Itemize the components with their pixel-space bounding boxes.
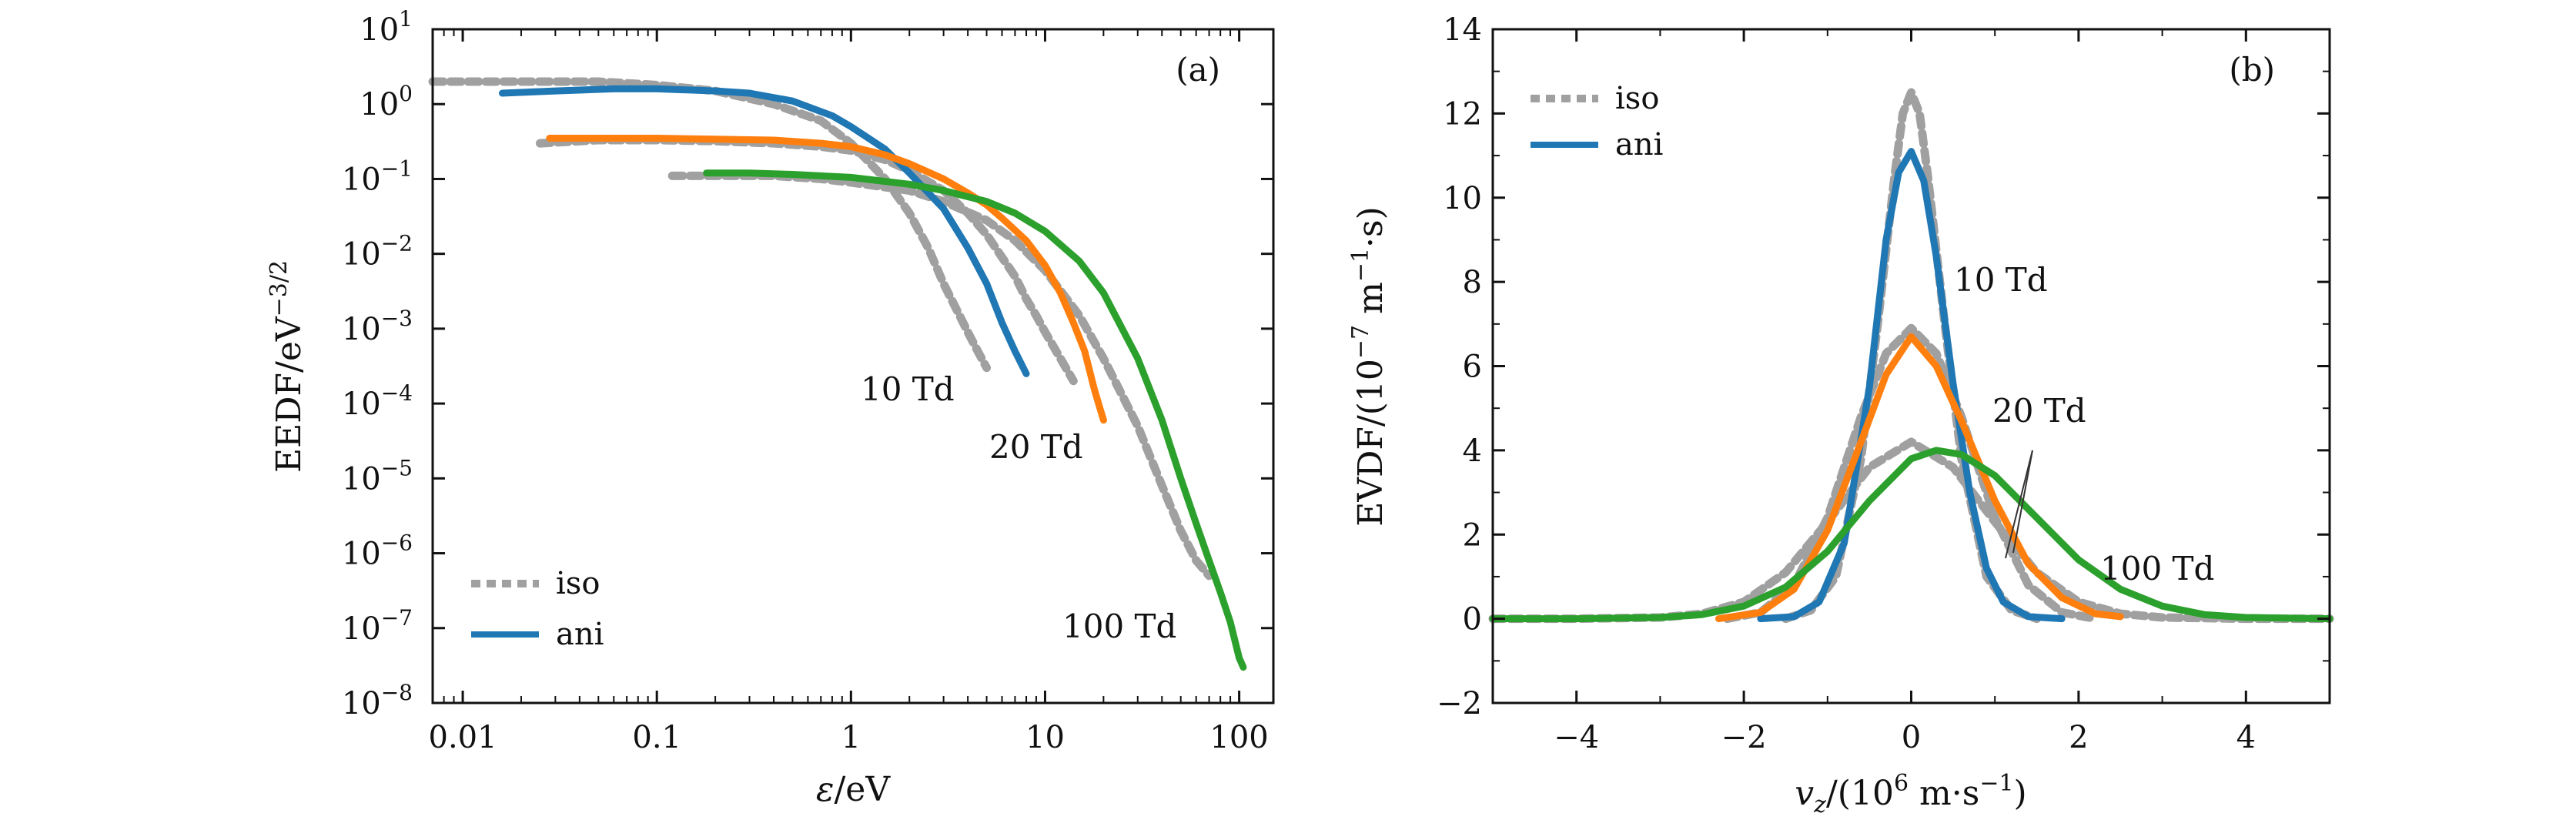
panel-a-ticks: 0.01 0.1 1 10 100 101 100 10−1 10−2 10−3 10−4 10−5 1… xyxy=(342,6,1273,755)
panel-b-pointer-line-2 xyxy=(2005,450,2033,559)
panel-b-tag: (b) xyxy=(2229,51,2275,89)
panel-b-legend-iso-label: iso xyxy=(1615,81,1659,116)
panel-b-ytick-label: −2 xyxy=(1437,686,1482,721)
panel-a-legend-ani-label: ani xyxy=(556,617,604,652)
panel-b-series-ani-10-td xyxy=(1757,148,2066,623)
panel-a-xtick-label: 0.01 xyxy=(429,720,497,755)
panel-a-tag: (a) xyxy=(1176,51,1220,89)
panel-a-series-ani-100-td xyxy=(703,169,1247,671)
panel-a-frame xyxy=(431,28,1275,704)
panel-a-xtick-label: 1 xyxy=(841,720,861,755)
panel-b-annot-20td: 20 Td xyxy=(1992,392,2086,430)
panel-b-ytick-label: 8 xyxy=(1463,265,1482,300)
panel-a-xlabel: ε/eV xyxy=(816,770,891,809)
panel-a-ytick-label: 10−2 xyxy=(342,231,413,273)
panel-b-xtick-label: 2 xyxy=(2069,720,2088,755)
panel-b-xtick-label: −4 xyxy=(1554,720,1599,755)
panel-a-series-ani-10-td xyxy=(499,85,1030,377)
panel-a-ytick-label: 101 xyxy=(360,6,413,48)
panel-a: 0.01 0.1 1 10 100 101 100 10−1 10−2 10−3 10−4 10−5 1… xyxy=(266,6,1275,809)
panel-b-ytick-label: 2 xyxy=(1463,517,1482,553)
panel-b-ylabel: EVDF/(10−7 m−1·s) xyxy=(1347,206,1390,527)
panel-b-annot-10td: 10 Td xyxy=(1954,261,2048,299)
panel-a-annot-10td: 10 Td xyxy=(861,370,955,408)
panel-b-xtick-label: −2 xyxy=(1721,720,1767,755)
panel-a-ytick-label: 10−6 xyxy=(342,530,413,572)
panel-a-series-ani-20-td xyxy=(546,135,1107,424)
panel-b-legend: iso ani xyxy=(1531,81,1663,162)
panel-b-ytick-label: 6 xyxy=(1463,350,1482,385)
panel-b-xlabel: vz/(106 m·s−1) xyxy=(1795,770,2026,818)
panel-a-curves xyxy=(428,77,1247,671)
panel-b-ytick-label: 14 xyxy=(1443,12,1482,48)
panel-a-ytick-label: 10−5 xyxy=(342,455,413,497)
panel-a-legend: iso ani xyxy=(471,566,604,652)
panel-b-pointer-line-1 xyxy=(2012,450,2033,554)
panel-a-annot-100td: 100 Td xyxy=(1062,607,1176,645)
panel-a-xtick-label: 10 xyxy=(1025,720,1065,755)
panel-a-xtick-label: 100 xyxy=(1209,720,1268,755)
panel-b-series-iso-100-td xyxy=(1488,437,2334,624)
panel-b-annot-100td: 100 Td xyxy=(2100,550,2214,587)
panel-a-ytick-label: 100 xyxy=(360,81,413,122)
panel-b-legend-ani-label: ani xyxy=(1615,127,1663,162)
panel-a-series-iso-10-td xyxy=(428,77,992,373)
panel-a-legend-iso-label: iso xyxy=(556,566,600,601)
panel-b-curves xyxy=(1488,88,2334,624)
panel-a-ylabel: EEDF/eV−3/2 xyxy=(266,260,309,473)
panel-a-ytick-label: 10−8 xyxy=(342,680,413,721)
panel-b-frame xyxy=(1491,28,2331,704)
panel-a-xtick-label: 0.1 xyxy=(632,720,681,755)
panel-b-ytick-label: 0 xyxy=(1463,602,1482,638)
panel-b-ytick-label: 4 xyxy=(1463,433,1482,469)
panel-b-ytick-label: 12 xyxy=(1443,96,1482,132)
panel-b-series-ani-100-td xyxy=(1489,447,2333,623)
panel-b-ytick-label: 10 xyxy=(1443,181,1482,216)
panel-b-xtick-label: 4 xyxy=(2236,720,2256,755)
panel-b-xtick-label: 0 xyxy=(1902,720,1921,755)
panel-a-annot-20td: 20 Td xyxy=(989,428,1083,466)
panel-a-ytick-label: 10−7 xyxy=(342,605,413,647)
panel-a-ytick-label: 10−4 xyxy=(342,380,413,422)
panel-a-ytick-label: 10−3 xyxy=(342,306,413,347)
panel-a-ytick-label: 10−1 xyxy=(342,156,413,197)
